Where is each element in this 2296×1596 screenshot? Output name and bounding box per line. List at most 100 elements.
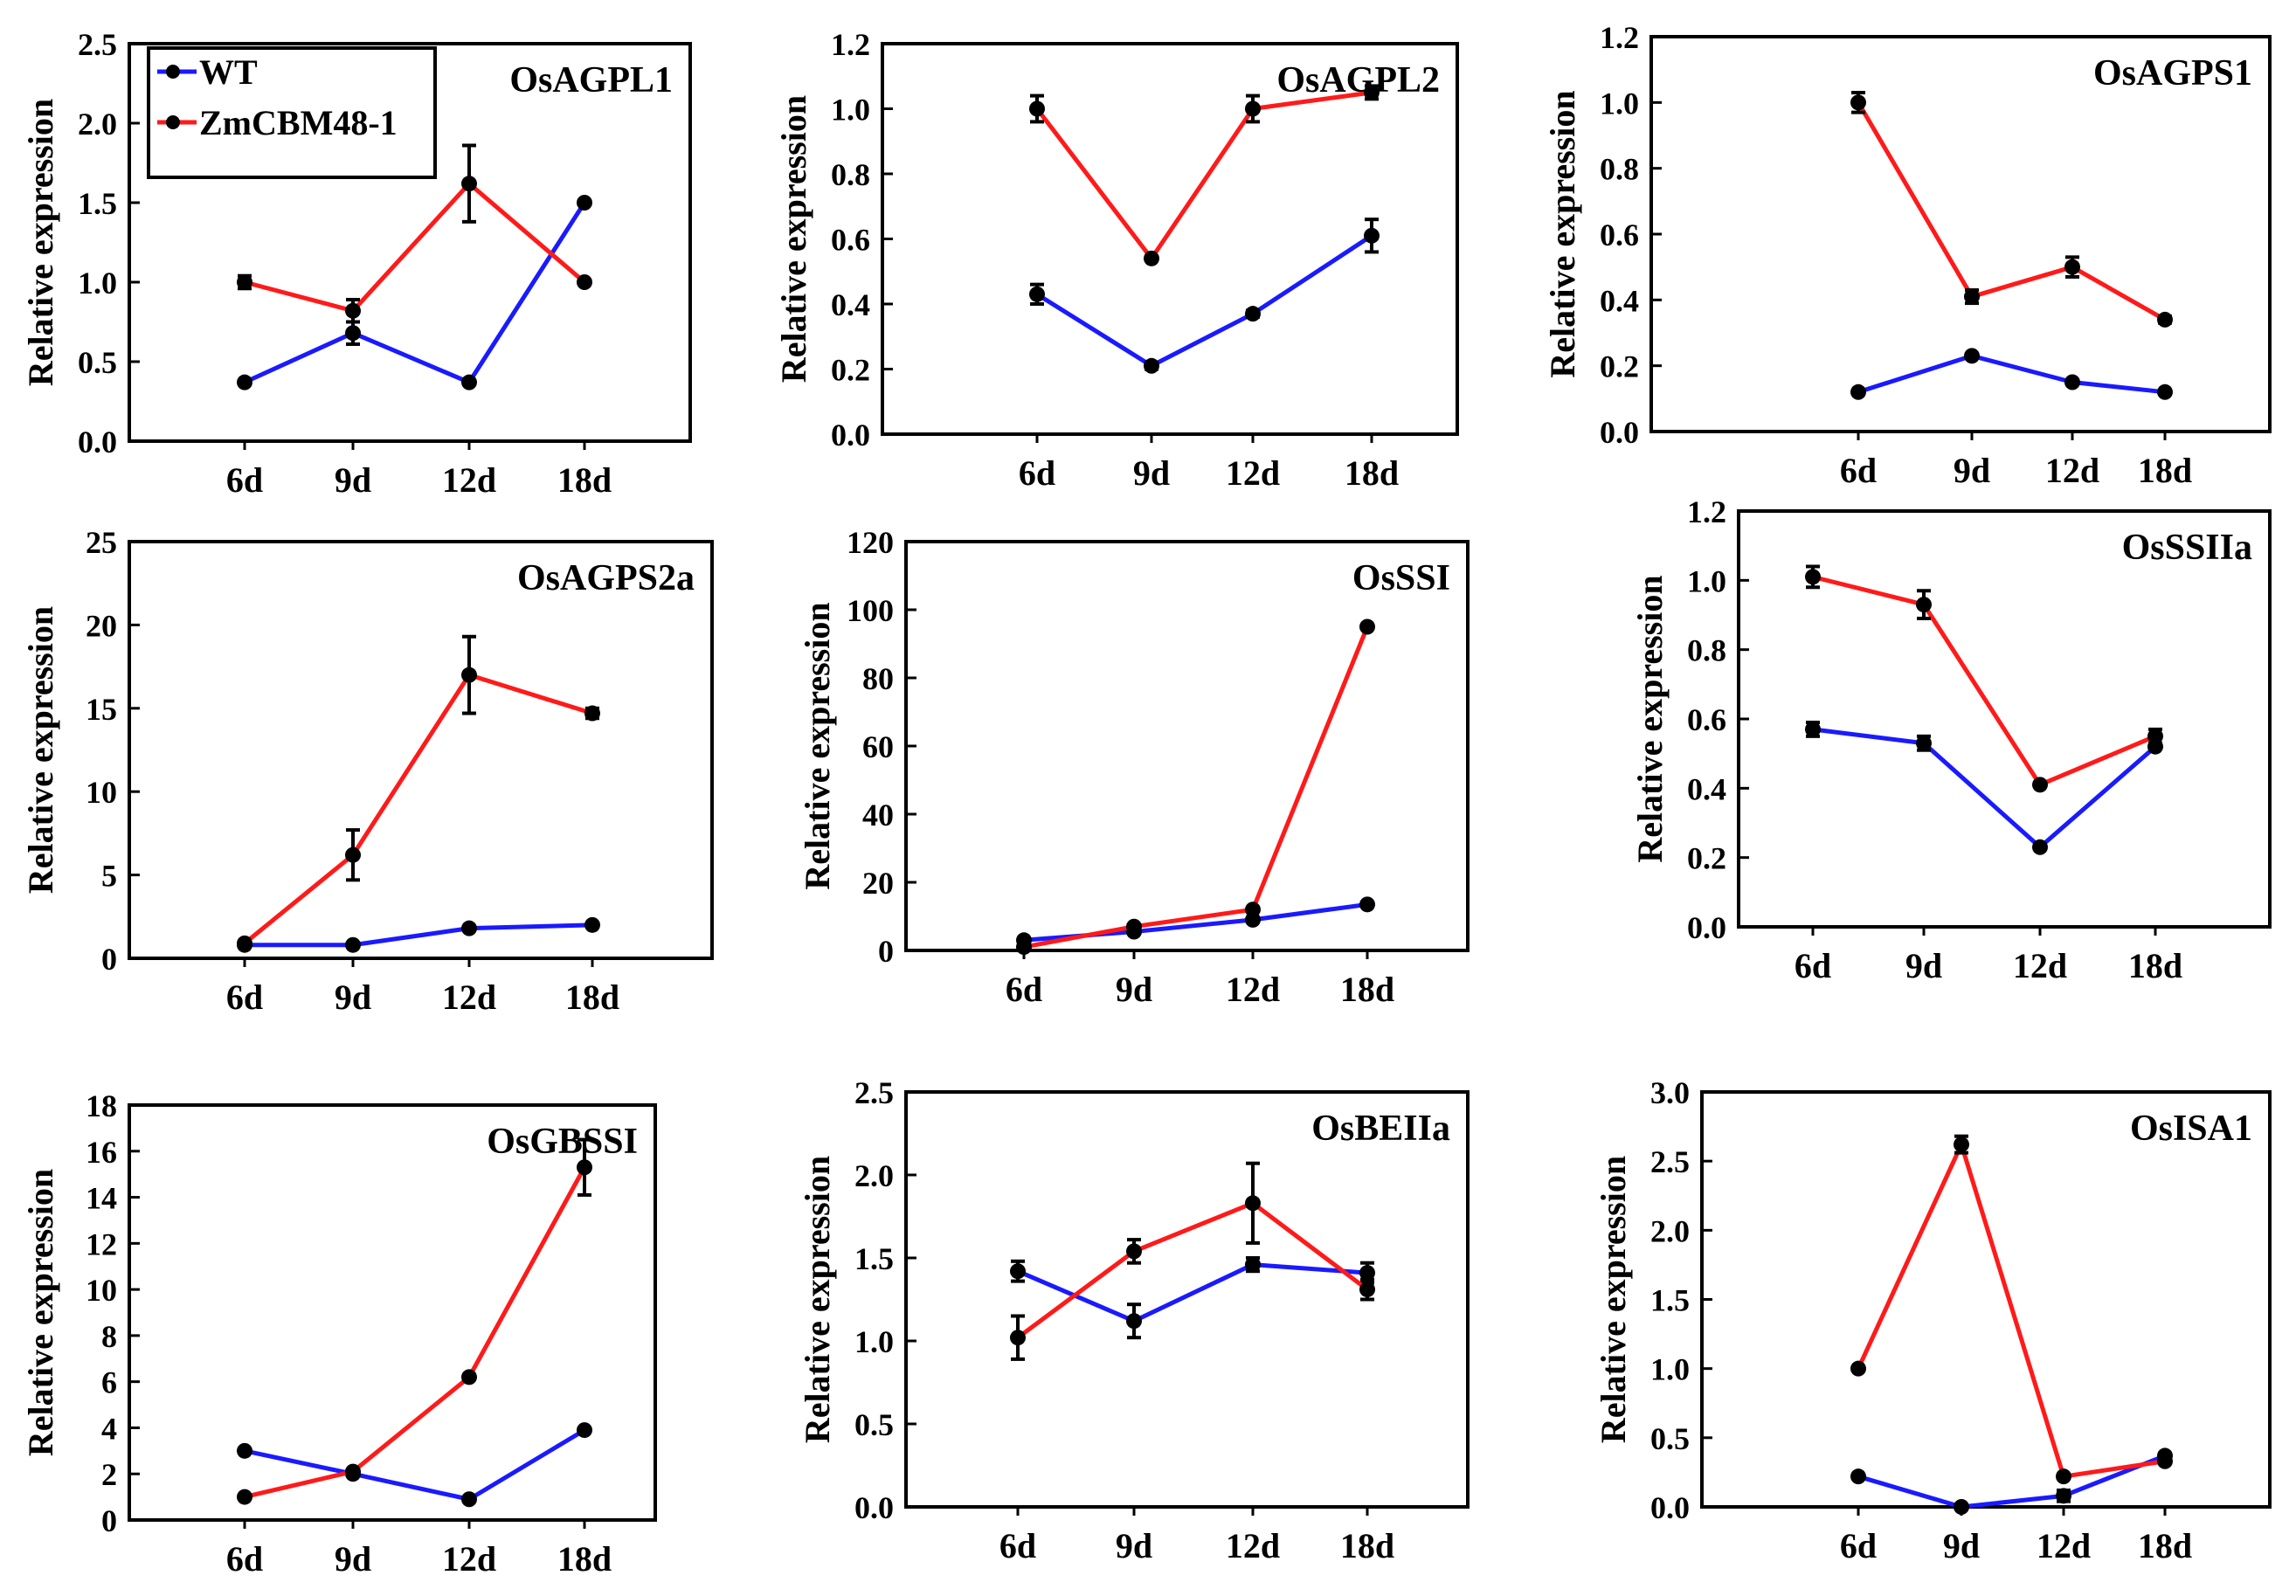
y-tick-label: 2.5 — [78, 27, 117, 62]
y-axis-label: Relative expression — [1630, 575, 1670, 862]
x-tick-label: 18d — [565, 978, 619, 1017]
y-tick-label: 0.5 — [78, 345, 117, 380]
x-tick-label: 12d — [442, 460, 496, 500]
panel-title: OsAGPL1 — [509, 60, 673, 100]
y-axis-label: Relative expression — [21, 606, 60, 894]
y-tick-label: 2.5 — [854, 1075, 894, 1110]
y-axis-label: Relative expression — [774, 95, 813, 383]
x-tick-label: 18d — [2128, 946, 2182, 985]
plot-frame — [904, 540, 1470, 952]
y-tick-label: 2.5 — [1650, 1144, 1690, 1179]
plot-frame — [1649, 35, 2272, 433]
legend-wt-label: WT — [199, 52, 258, 92]
data-point — [1010, 1263, 1026, 1280]
y-tick-label: 0.4 — [831, 287, 870, 322]
x-tick-label: 9d — [1943, 1526, 1980, 1565]
data-point — [1805, 569, 1821, 585]
data-point — [1359, 1282, 1375, 1298]
series-line-wt — [1017, 1262, 1368, 1323]
panel-title: OsAGPS2a — [517, 558, 695, 598]
series-line-wt — [1035, 233, 1373, 369]
data-point — [2032, 777, 2048, 793]
y-tick-label: 2.0 — [854, 1158, 894, 1193]
x-tick-label: 18d — [557, 1539, 612, 1579]
y-tick-label: 0.6 — [1687, 702, 1726, 737]
y-tick-label: 60 — [862, 729, 894, 764]
y-tick-label: 10 — [86, 775, 117, 810]
data-point — [2056, 1488, 2071, 1504]
panel-title: OsSSIIa — [2122, 528, 2252, 568]
y-tick-label: 0 — [101, 942, 117, 977]
y-tick-label: 0.8 — [1600, 152, 1639, 187]
y-tick-label: 1.0 — [854, 1324, 894, 1359]
data-point — [1245, 902, 1261, 918]
series-line-zmcbm48-1 — [244, 1166, 587, 1500]
y-tick-label: 2 — [101, 1457, 117, 1492]
plot-frame — [128, 540, 714, 960]
series-line-wt — [1023, 902, 1368, 943]
data-point — [2157, 311, 2173, 328]
y-tick-label: 1.2 — [1687, 494, 1726, 529]
data-point — [237, 1442, 252, 1459]
panel-OsGBSSI: 0 2 4 6 8 10 12 14 16 18 6d 9d 12d 18d Relative expres… — [21, 1088, 657, 1579]
data-point — [2157, 1453, 2173, 1469]
data-point — [1126, 918, 1142, 935]
series-line-zmcbm48-1 — [243, 673, 593, 945]
y-tick-label: 5 — [101, 859, 117, 894]
y-tick-label: 0.5 — [854, 1407, 894, 1442]
y-tick-label: 20 — [86, 608, 117, 643]
y-tick-label: 1.0 — [831, 93, 870, 128]
x-tick-label: 12d — [2045, 451, 2099, 490]
data-point — [1916, 735, 1932, 751]
x-tick-label: 18d — [557, 460, 612, 500]
data-point — [1016, 939, 1032, 956]
y-axis-label: Relative expression — [798, 1156, 837, 1443]
series-line-wt — [1857, 353, 2166, 395]
x-tick-label: 6d — [226, 460, 263, 500]
data-point — [1964, 348, 1980, 364]
series-line-wt — [245, 922, 593, 948]
y-tick-label: 25 — [86, 525, 117, 560]
y-tick-label: 0.4 — [1687, 771, 1726, 806]
series-line-zmcbm48-1 — [1856, 101, 2167, 322]
y-tick-label: 15 — [86, 692, 117, 727]
y-tick-label: 18 — [86, 1088, 117, 1123]
series-line-wt — [1857, 1454, 2166, 1510]
data-point — [1359, 1265, 1375, 1282]
y-axis-label: Relative expression — [1594, 1156, 1633, 1443]
data-point — [577, 274, 592, 290]
x-tick-label: 9d — [335, 978, 371, 1017]
x-tick-label: 12d — [1226, 1526, 1280, 1565]
data-point — [1850, 383, 1866, 400]
y-tick-label: 1.2 — [1600, 20, 1639, 55]
data-point — [577, 1422, 592, 1439]
data-point — [1029, 286, 1045, 302]
y-tick-label: 100 — [847, 593, 894, 628]
y-tick-label: 0 — [878, 934, 894, 969]
x-tick-label: 6d — [226, 978, 263, 1017]
data-point — [1245, 100, 1261, 117]
y-tick-label: 1.5 — [1650, 1283, 1690, 1318]
y-tick-label: 20 — [862, 866, 894, 901]
data-point — [1916, 597, 1932, 613]
y-tick-label: 2.0 — [1650, 1213, 1690, 1248]
series-line-zmcbm48-1 — [1035, 90, 1373, 261]
y-axis-label: Relative expression — [1543, 90, 1582, 377]
panel-OsAGPL2: 0.0 0.2 0.4 0.6 0.8 1.0 1.2 6d 9d 12d 18d Relative … — [774, 27, 1459, 493]
y-tick-label: 0.0 — [854, 1490, 894, 1525]
y-tick-label: 0.2 — [1600, 349, 1639, 384]
y-tick-label: 0.5 — [1650, 1421, 1690, 1456]
data-point — [1245, 306, 1261, 322]
plot-frame — [1700, 1090, 2272, 1509]
y-tick-label: 4 — [101, 1411, 117, 1446]
data-point — [2032, 839, 2048, 855]
data-point — [345, 325, 361, 342]
y-tick-label: 16 — [86, 1135, 117, 1170]
panel-OsBEIIa: 0.0 0.5 1.0 1.5 2.0 2.5 6d 9d 12d 18d Relative exp… — [798, 1075, 1470, 1565]
series-line-zmcbm48-1 — [1856, 1142, 2166, 1479]
data-point — [2056, 1468, 2071, 1485]
data-point — [461, 374, 477, 390]
y-axis-label: Relative expression — [21, 99, 60, 386]
x-tick-label: 12d — [442, 978, 496, 1017]
